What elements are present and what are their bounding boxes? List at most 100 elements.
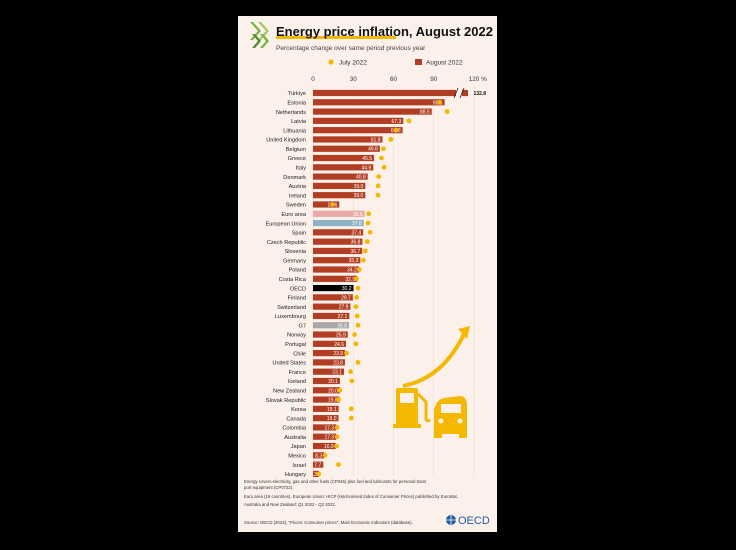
bar-august bbox=[313, 303, 351, 310]
dot-july bbox=[367, 229, 373, 235]
legend: July 2022 August 2022 bbox=[328, 59, 463, 67]
bars: 132.898.188.567.366.851.849.845.544.940.… bbox=[310, 87, 486, 478]
dot-july bbox=[348, 415, 354, 421]
data-label: 17.3 bbox=[324, 425, 334, 431]
country-label: OECD bbox=[290, 286, 306, 292]
dot-july bbox=[362, 248, 368, 254]
bar-august bbox=[313, 442, 336, 450]
bar-august bbox=[313, 405, 339, 412]
dot-july bbox=[355, 285, 361, 291]
dot-july bbox=[381, 146, 386, 152]
footnote-line: port equipment (CP0722). bbox=[244, 485, 293, 490]
data-label: 23.1 bbox=[332, 370, 342, 376]
dot-july bbox=[376, 174, 382, 180]
data-label: 45.5 bbox=[362, 156, 372, 162]
car-icon bbox=[434, 396, 467, 438]
dot-july bbox=[375, 192, 381, 198]
axis-unit: % bbox=[481, 76, 487, 83]
dot-july bbox=[337, 387, 343, 393]
x-tick-label: 120 bbox=[469, 76, 480, 83]
dot-july bbox=[388, 137, 394, 142]
bar-august bbox=[313, 108, 432, 115]
data-label: 35.3 bbox=[349, 258, 359, 264]
footnotes: Energy covers electricity, gas and other… bbox=[244, 479, 458, 507]
country-label: Iceland bbox=[288, 379, 306, 385]
bar-august bbox=[313, 322, 349, 329]
bar-august bbox=[313, 275, 358, 282]
country-label: Denmark bbox=[283, 175, 306, 181]
data-label: 36.8 bbox=[351, 240, 361, 246]
data-label: 23.8 bbox=[333, 360, 343, 366]
country-label: Chile bbox=[293, 351, 306, 357]
dot-july bbox=[354, 276, 360, 282]
july-dots bbox=[316, 99, 450, 477]
bar-august bbox=[313, 182, 366, 189]
country-label: Mexico bbox=[288, 454, 306, 460]
dot-july bbox=[354, 294, 360, 300]
data-label: 26.8 bbox=[337, 323, 347, 329]
oecd-logo: OECD bbox=[446, 515, 490, 527]
country-label: Poland bbox=[289, 268, 306, 274]
footnote-line: Energy covers electricity, gas and other… bbox=[244, 479, 426, 484]
data-label: 39.0 bbox=[354, 193, 364, 199]
dot-july bbox=[360, 257, 366, 263]
bar-august bbox=[313, 368, 344, 375]
dot-july bbox=[349, 378, 355, 384]
data-label: 36.7 bbox=[351, 249, 361, 255]
dot-july bbox=[348, 406, 354, 412]
data-label: 39.0 bbox=[354, 184, 364, 190]
data-label: 27.9 bbox=[339, 305, 349, 311]
data-label: 67.3 bbox=[392, 119, 402, 125]
country-label: Slovenia bbox=[285, 249, 307, 255]
data-label: 34.2 bbox=[347, 268, 357, 274]
bar-august bbox=[313, 340, 347, 347]
data-label: 20.1 bbox=[328, 379, 338, 385]
dot-july bbox=[366, 211, 372, 217]
country-label: Italy bbox=[296, 166, 306, 172]
dot-july bbox=[375, 183, 381, 189]
country-label: Germany bbox=[283, 258, 306, 264]
data-label: 27.1 bbox=[338, 314, 348, 320]
country-label: Austria bbox=[289, 184, 307, 190]
dot-july bbox=[393, 127, 399, 133]
axis-break-mark bbox=[453, 87, 459, 99]
footnote-line: Australia and New Zealand: Q1 2022 - Q2 … bbox=[244, 502, 336, 507]
data-label: 37.8 bbox=[352, 221, 362, 227]
bar-august bbox=[313, 331, 348, 338]
oecd-leaf-logo bbox=[250, 22, 269, 48]
dot-july bbox=[356, 267, 362, 272]
country-label: European Union bbox=[266, 221, 306, 227]
bar-august bbox=[313, 154, 375, 162]
country-label: Israel bbox=[292, 463, 306, 469]
country-label: Netherlands bbox=[276, 110, 306, 116]
bar-august bbox=[313, 145, 380, 152]
axis-break-mark bbox=[459, 87, 465, 99]
legend-august-label: August 2022 bbox=[426, 60, 463, 67]
x-tick-label: 30 bbox=[350, 76, 358, 83]
dot-july bbox=[334, 434, 340, 440]
dot-july bbox=[330, 202, 335, 207]
data-label: 40.8 bbox=[356, 175, 366, 181]
bar-august bbox=[313, 201, 340, 208]
data-label: 51.8 bbox=[371, 137, 381, 143]
dot-july bbox=[365, 220, 371, 226]
country-label: Japan bbox=[291, 444, 306, 450]
country-label: Canada bbox=[286, 416, 306, 422]
country-label: Norway bbox=[287, 333, 306, 339]
bar-august bbox=[313, 238, 363, 245]
dot-july bbox=[316, 471, 322, 477]
dot-july bbox=[344, 350, 349, 356]
bar-august bbox=[313, 229, 364, 236]
data-label: 132.8 bbox=[473, 91, 486, 97]
x-tick-label: 0 bbox=[311, 76, 315, 83]
footnote-line: Euro area (19 countries), European Union… bbox=[244, 494, 458, 499]
bar-august bbox=[313, 284, 354, 292]
country-label: Korea bbox=[291, 407, 307, 413]
bar-august bbox=[313, 470, 319, 477]
data-label: 29.7 bbox=[341, 295, 351, 301]
bar-august bbox=[313, 415, 339, 422]
bar-august bbox=[313, 424, 337, 431]
oecd-logo-text: OECD bbox=[458, 515, 490, 527]
country-label: Slovak Republic bbox=[266, 398, 306, 404]
country-label: Estonia bbox=[287, 100, 307, 106]
